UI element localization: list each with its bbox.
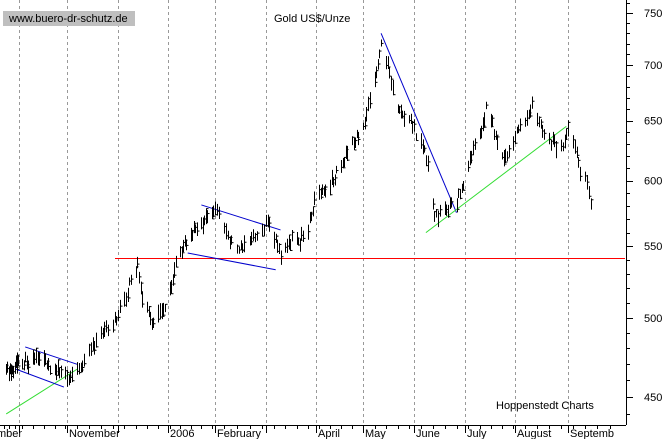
chart-title: Gold US$/Unze [274, 13, 350, 25]
vertical-gridlines [19, 0, 569, 425]
support-line [425, 125, 567, 234]
x-tick-label: August [517, 428, 551, 439]
y-tick-label: 700 [644, 60, 662, 72]
y-tick-label: 600 [644, 176, 662, 188]
x-tick-label: June [416, 428, 440, 439]
resistance-line [380, 33, 457, 213]
channel-line [15, 368, 65, 388]
y-tick-label: 500 [644, 313, 662, 325]
x-tick-label: November [69, 428, 120, 439]
y-tick-label: 650 [644, 116, 662, 128]
source-label: Hoppenstedt Charts [496, 400, 594, 412]
x-tick-label: mber [0, 428, 22, 439]
x-tick-label: May [365, 428, 386, 439]
x-tick-label: April [318, 428, 340, 439]
x-tick-label: July [467, 428, 487, 439]
y-tick-label: 550 [644, 241, 662, 253]
watermark-background [3, 11, 135, 26]
y-tick-label: 750 [644, 8, 662, 20]
x-tick-label: 2006 [170, 428, 194, 439]
watermark: www.buero-dr-schutz.de [8, 13, 128, 25]
price-bars-layer [6, 39, 594, 387]
x-tick-label: February [217, 428, 262, 439]
x-tick-label: Septemb [570, 428, 614, 439]
y-tick-label: 450 [644, 392, 662, 404]
channel-line [187, 252, 276, 271]
